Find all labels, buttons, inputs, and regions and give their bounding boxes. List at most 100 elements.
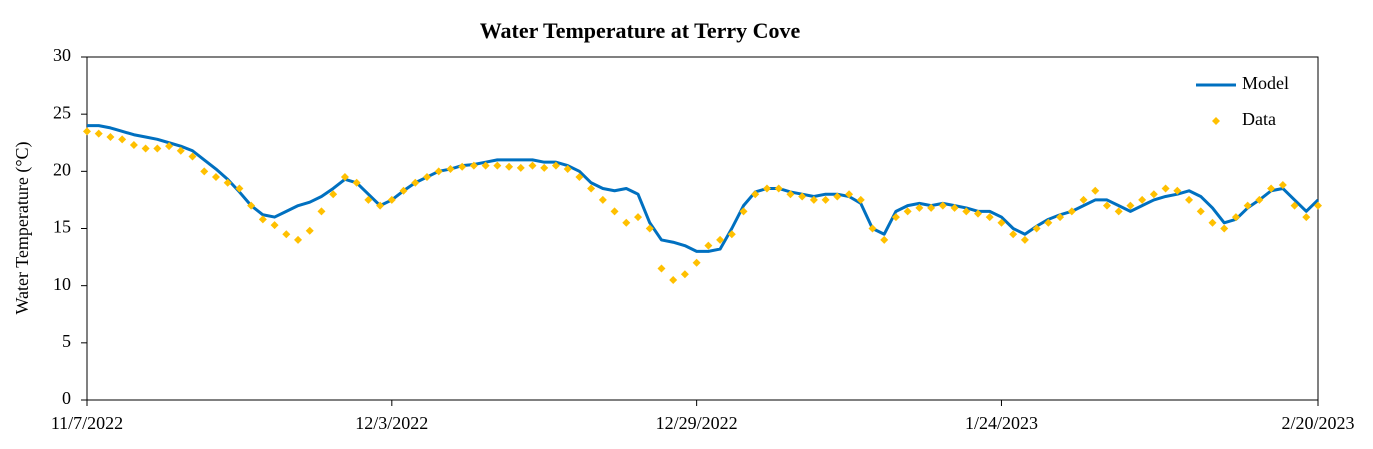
data-point <box>751 190 760 199</box>
plot-frame <box>86 56 1319 401</box>
data-point <box>610 207 619 216</box>
data-point <box>774 184 783 193</box>
data-point <box>762 184 771 193</box>
data-point <box>1009 230 1018 239</box>
x-tick-label: 12/29/2022 <box>656 413 738 433</box>
data-point <box>411 178 420 187</box>
x-tick-label: 1/24/2023 <box>965 413 1038 433</box>
data-point <box>974 209 983 218</box>
data-point <box>1302 213 1311 222</box>
data-point <box>165 142 174 151</box>
data-point <box>176 146 185 155</box>
data-point <box>1044 218 1053 227</box>
x-tick-label: 2/20/2023 <box>1281 413 1354 433</box>
data-point <box>235 184 244 193</box>
data-point <box>692 258 701 267</box>
data-point <box>598 195 607 204</box>
data-point <box>727 230 736 239</box>
data-point <box>657 264 666 273</box>
y-tick-label: 10 <box>53 274 71 294</box>
y-tick-label: 5 <box>62 331 71 351</box>
data-point <box>1102 201 1111 210</box>
data-point <box>516 163 525 172</box>
y-tick-label: 15 <box>53 217 71 237</box>
data-point <box>528 161 537 170</box>
data-point <box>845 190 854 199</box>
data-point <box>200 167 209 176</box>
data-point <box>551 161 560 170</box>
data-point <box>786 190 795 199</box>
data-point <box>376 201 385 210</box>
data-point <box>891 213 900 222</box>
data-point <box>188 152 197 161</box>
data-point <box>1314 201 1322 210</box>
data-point <box>211 173 220 182</box>
x-tick-label: 12/3/2022 <box>355 413 428 433</box>
data-point <box>716 235 725 244</box>
data-point <box>856 195 865 204</box>
data-point <box>223 178 232 187</box>
data-point <box>938 201 947 210</box>
data-point <box>505 162 514 171</box>
data-point <box>1056 213 1065 222</box>
data-point <box>821 195 830 204</box>
x-tick-label: 11/7/2022 <box>51 413 123 433</box>
data-point <box>258 215 267 224</box>
data-point <box>352 178 361 187</box>
data-point <box>153 144 162 153</box>
data-point <box>94 129 103 138</box>
data-point <box>387 195 396 204</box>
data-point <box>493 161 502 170</box>
data-point <box>669 275 678 284</box>
data-point <box>903 207 912 216</box>
data-point <box>1173 186 1182 195</box>
data-point <box>1138 195 1147 204</box>
data-point <box>305 226 314 235</box>
data-point <box>329 190 338 199</box>
data-point <box>1243 201 1252 210</box>
data-point <box>83 127 91 136</box>
data-point <box>481 161 490 170</box>
data-point <box>622 218 631 227</box>
data-point <box>962 207 971 216</box>
data-point <box>270 221 279 230</box>
y-axis-label: Water Temperature (°C) <box>12 141 33 314</box>
data-point <box>997 218 1006 227</box>
data-point <box>1032 224 1041 233</box>
data-point <box>399 186 408 195</box>
data-point <box>798 192 807 201</box>
data-point <box>809 195 818 204</box>
data-point <box>458 162 467 171</box>
data-point <box>1114 207 1123 216</box>
legend-label: Data <box>1242 109 1276 129</box>
data-point <box>540 163 549 172</box>
data-point <box>1067 207 1076 216</box>
data-point <box>1196 207 1205 216</box>
data-point <box>563 165 572 174</box>
data-point <box>446 165 455 174</box>
data-point <box>434 167 443 176</box>
data-point <box>575 173 584 182</box>
legend-label: Model <box>1242 73 1289 93</box>
y-tick-label: 25 <box>53 102 71 122</box>
data-point <box>680 270 689 279</box>
data-point <box>1020 235 1029 244</box>
y-tick-label: 0 <box>62 388 71 408</box>
data-point <box>1079 195 1088 204</box>
data-point <box>1091 186 1100 195</box>
data-point <box>340 173 349 182</box>
data-point <box>704 241 713 250</box>
data-point <box>1185 195 1194 204</box>
data-point <box>469 161 478 170</box>
data-point <box>1278 181 1287 190</box>
data-point <box>294 235 303 244</box>
data-point <box>880 235 889 244</box>
data-point <box>106 133 115 142</box>
data-point <box>1255 195 1264 204</box>
data-point <box>868 224 877 233</box>
legend-swatch <box>1212 117 1220 125</box>
data-point <box>1126 201 1135 210</box>
data-point <box>915 203 924 212</box>
data-point <box>118 135 127 144</box>
